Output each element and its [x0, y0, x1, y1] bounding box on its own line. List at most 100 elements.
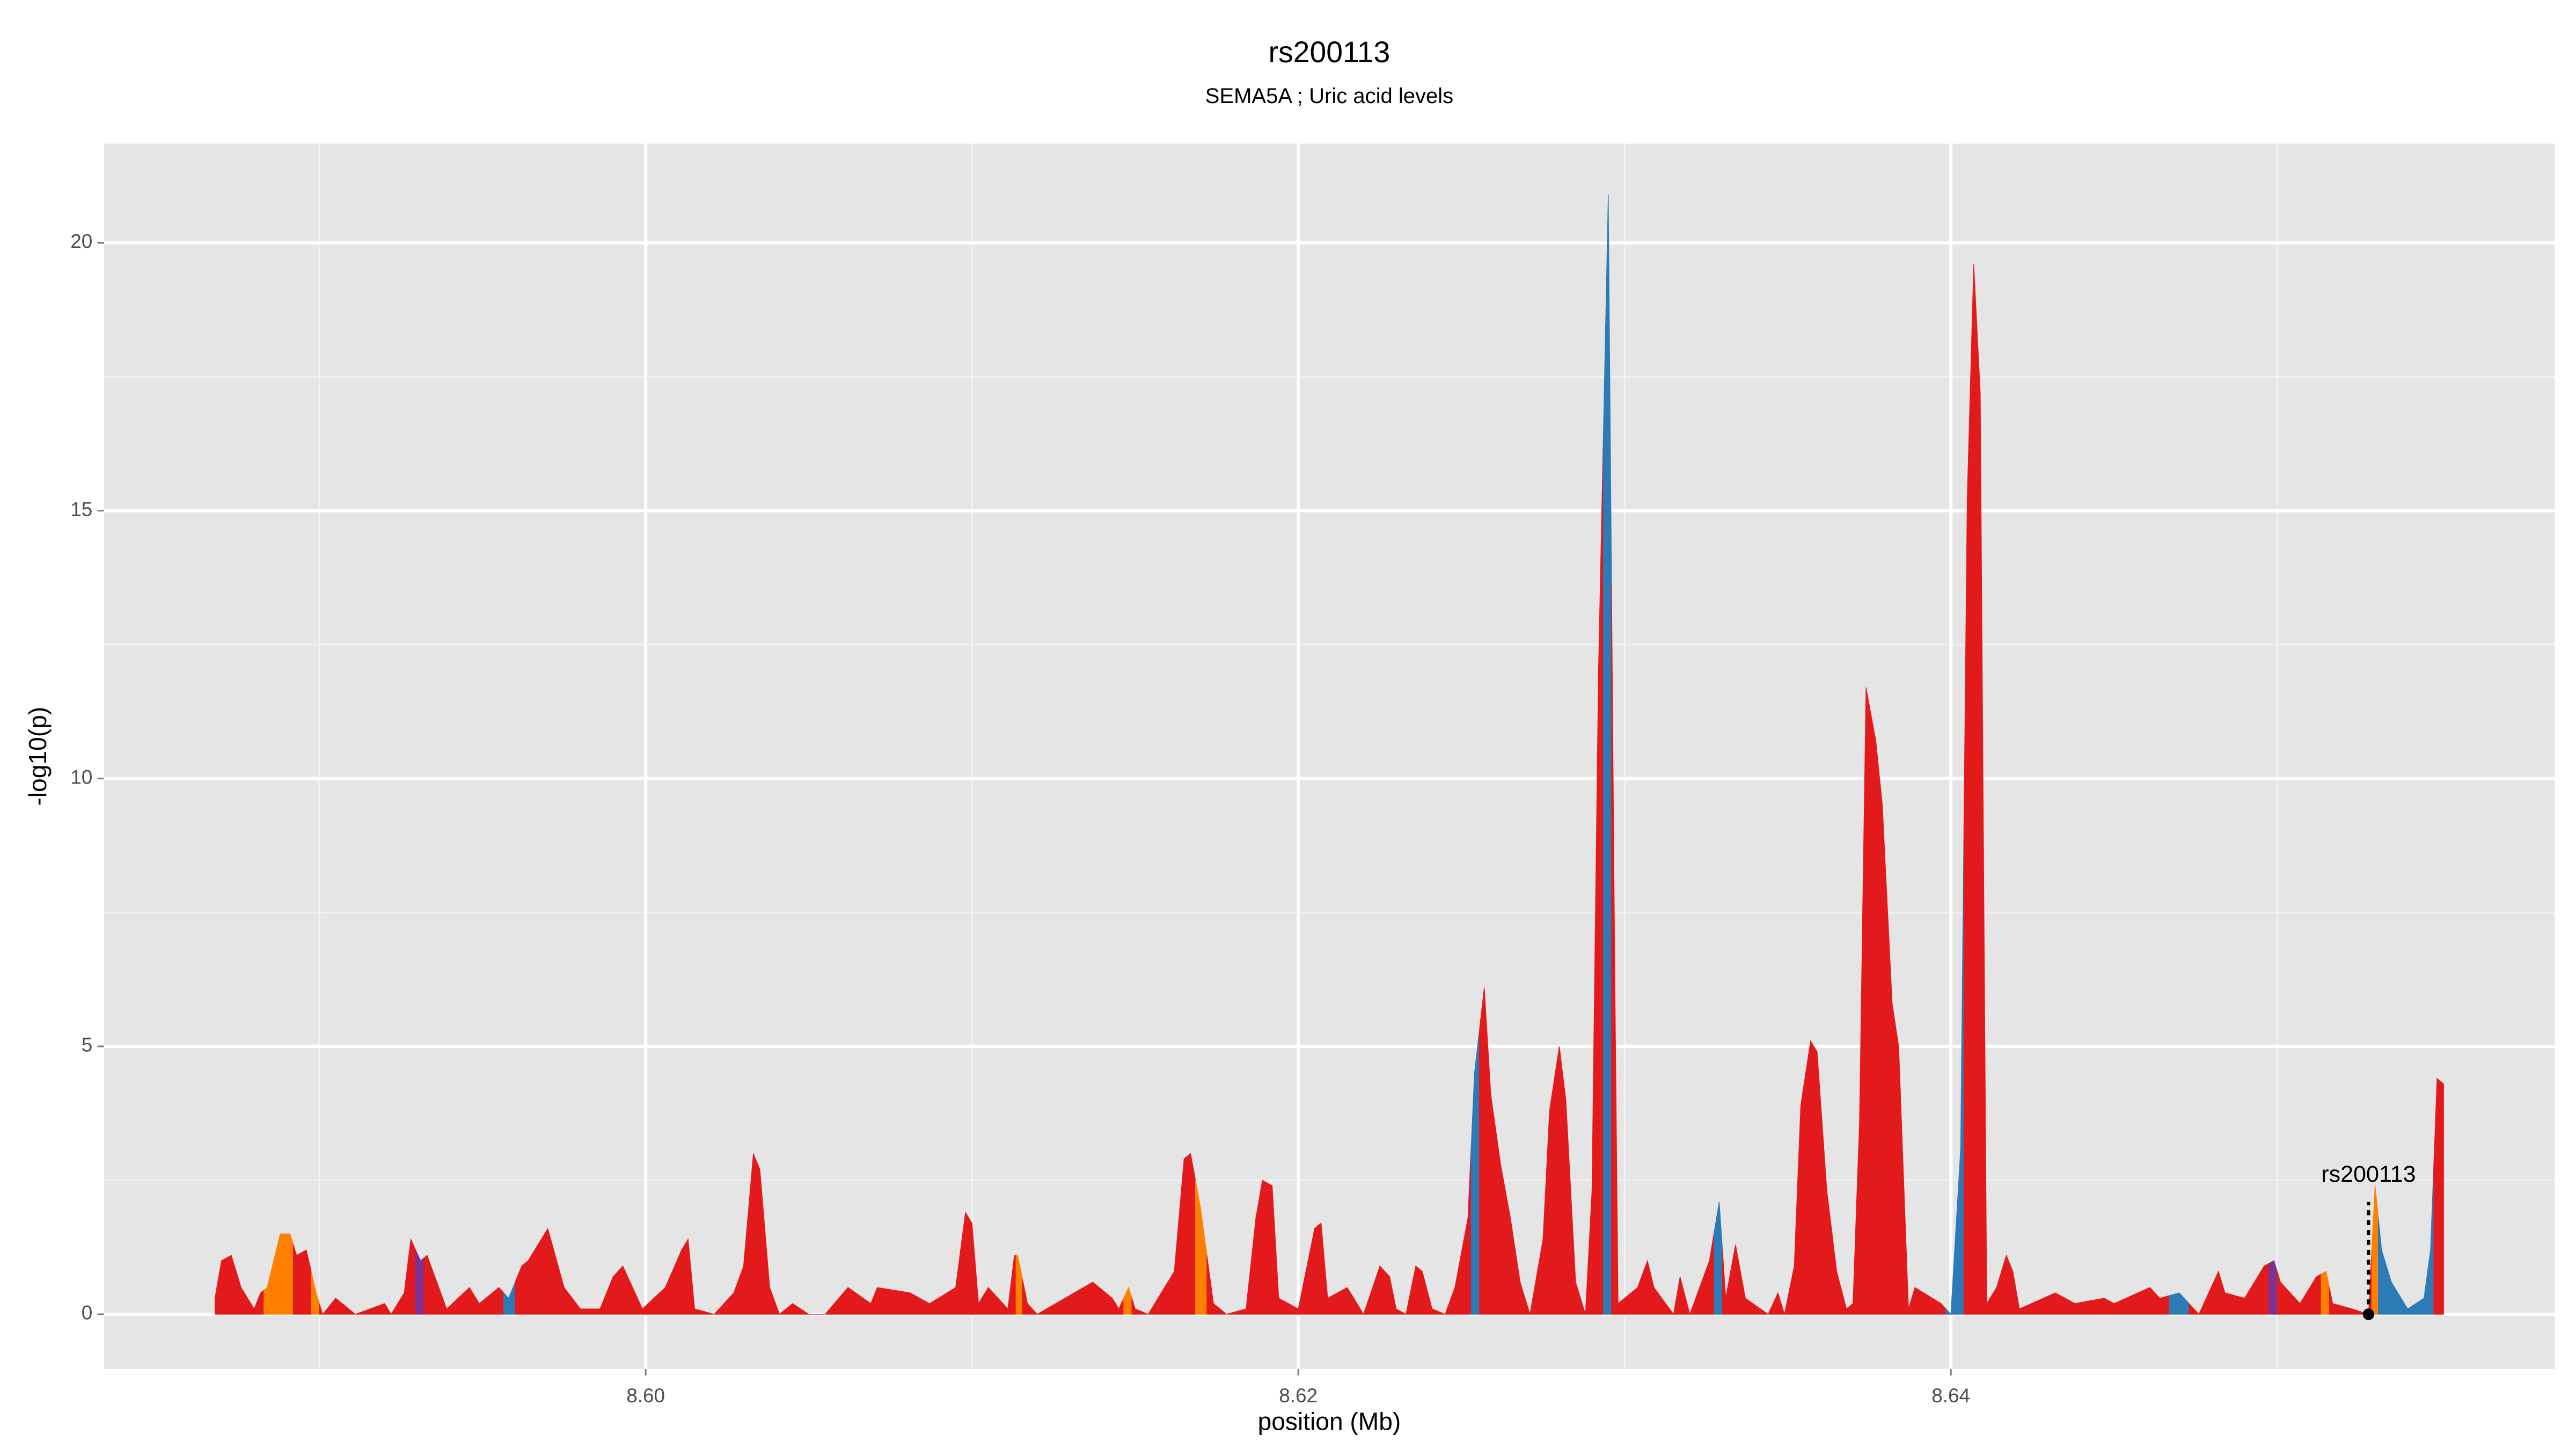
area-segment — [1983, 848, 1992, 1315]
area-segment — [1699, 1231, 1715, 1315]
area-segment — [632, 1287, 654, 1315]
area-segment — [524, 1243, 539, 1315]
area-segment — [2386, 1265, 2400, 1315]
axes: 8.60 8.62 8.64 0 5 10 15 20 — [70, 230, 1970, 1407]
area-segment — [1392, 1292, 1402, 1315]
area-segment — [236, 1271, 248, 1315]
area-segment — [2378, 1218, 2387, 1315]
area-segment — [1179, 1155, 1188, 1315]
area-segment — [1789, 1185, 1798, 1315]
area-segment — [1236, 1263, 1252, 1315]
y-tick-label: 20 — [70, 230, 92, 252]
area-segment — [1945, 1231, 1956, 1315]
area-segment — [257, 1289, 265, 1315]
area-segment — [1479, 987, 1488, 1315]
area-segment — [1627, 1274, 1643, 1315]
area-segment — [1821, 1121, 1832, 1315]
area-segment — [1554, 1046, 1563, 1315]
area-segment — [1740, 1271, 1758, 1315]
area-segment — [537, 1227, 557, 1315]
area-segment — [1487, 1041, 1496, 1315]
area-segment — [1773, 1292, 1782, 1315]
x-axis-label: position (Mb) — [1258, 1407, 1401, 1435]
area-segment — [1870, 714, 1880, 1315]
area-segment — [2016, 1290, 2038, 1315]
area-segment — [1663, 1295, 1678, 1315]
x-tick-label: 8.62 — [1279, 1385, 1318, 1407]
area-segment — [919, 1294, 943, 1315]
grid — [104, 143, 2555, 1369]
y-tick-label: 10 — [70, 766, 92, 788]
area-segment — [1991, 1271, 2002, 1315]
y-tick-label: 0 — [82, 1302, 93, 1324]
area-segment — [2321, 1271, 2330, 1315]
area-segment — [968, 1217, 976, 1315]
area-segment — [345, 1305, 371, 1315]
area-segment — [1878, 773, 1888, 1315]
area-segment — [1650, 1274, 1664, 1315]
area-segment — [1887, 904, 1896, 1315]
area-segment — [488, 1287, 504, 1315]
area-segment — [1676, 1276, 1686, 1315]
area-segment — [1195, 1180, 1208, 1315]
area-segment — [1306, 1225, 1319, 1315]
area-segment — [673, 1243, 685, 1315]
area-segment — [1011, 1255, 1016, 1315]
area-segment — [1258, 1180, 1268, 1315]
area-segment — [264, 1260, 274, 1315]
area-segment — [738, 1210, 749, 1315]
area-segment — [218, 1257, 227, 1315]
area-segment — [1805, 1040, 1814, 1315]
area-segment — [1856, 904, 1863, 1315]
area-segment — [1288, 1268, 1307, 1315]
area-segment — [874, 1287, 894, 1315]
area-segment — [1594, 433, 1604, 1315]
area-segment — [1123, 1286, 1132, 1315]
area-segment — [1275, 1242, 1289, 1315]
area-segment — [1570, 1191, 1581, 1315]
area-segment — [590, 1292, 607, 1315]
area-segment — [319, 1303, 330, 1315]
y-tick-label: 5 — [82, 1034, 93, 1056]
area-segment — [415, 1249, 425, 1315]
area-segment — [2342, 1306, 2361, 1315]
area-segment — [859, 1294, 875, 1315]
area-segment — [1064, 1282, 1103, 1315]
area-segment — [1267, 1182, 1276, 1315]
area-segment — [774, 1300, 787, 1315]
area-segment — [1685, 1287, 1700, 1316]
x-tick-label: 8.60 — [626, 1385, 665, 1407]
area-segment — [1546, 1078, 1555, 1315]
area-segment — [2289, 1289, 2309, 1315]
chart-title: rs200113 — [1269, 35, 1391, 69]
area-segment — [748, 1153, 757, 1315]
area-segment — [301, 1249, 312, 1315]
area-segment — [555, 1257, 573, 1315]
area-segment — [2001, 1254, 2010, 1315]
area-segment — [284, 1233, 294, 1315]
area-segment — [684, 1238, 692, 1315]
area-segment — [1797, 1073, 1806, 1315]
area-segment — [2268, 1260, 2278, 1315]
area-segment — [998, 1282, 1012, 1315]
area-segment — [2221, 1282, 2235, 1315]
area-segment — [1187, 1153, 1196, 1315]
area-segment — [1603, 194, 1612, 1315]
area-segment — [2433, 1078, 2441, 1315]
area-segment — [1955, 824, 1965, 1315]
area-segment — [328, 1298, 346, 1315]
area-segment — [2415, 1274, 2428, 1315]
area-segment — [1470, 1030, 1480, 1315]
area-segment — [1206, 1255, 1220, 1315]
area-segment — [1384, 1270, 1394, 1315]
area-segment — [1911, 1287, 1929, 1315]
area-segment — [441, 1295, 459, 1315]
area-segment — [247, 1297, 258, 1315]
area-segment — [1102, 1289, 1116, 1315]
area-segment — [1849, 1212, 1857, 1315]
area-segment — [764, 1228, 775, 1315]
area-segment — [2254, 1263, 2270, 1315]
area-segment — [2329, 1287, 2343, 1315]
area-segment — [1580, 1253, 1589, 1315]
